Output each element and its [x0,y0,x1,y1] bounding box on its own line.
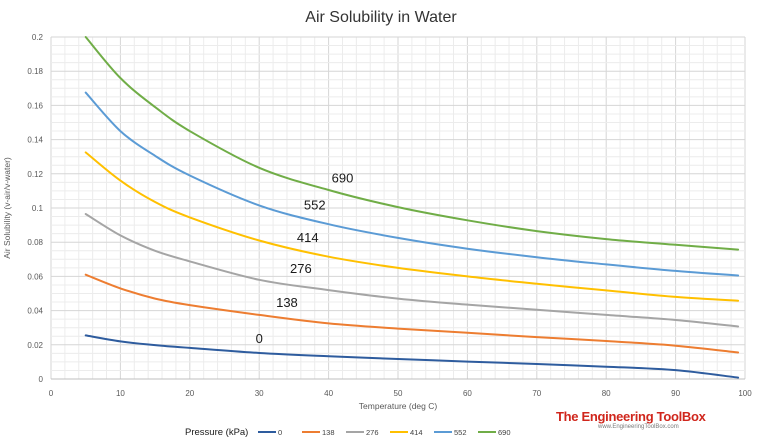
y-tick-label: 0.18 [27,67,43,76]
legend-label-0: 0 [278,428,282,437]
y-tick-labels: 0 0.02 0.04 0.06 0.08 0.1 0.12 0.14 0.16 0.18 0.2 [27,33,43,384]
series-label-138: 138 [276,295,298,310]
x-tick-label: 20 [185,389,194,398]
x-tick-label: 10 [116,389,125,398]
y-tick-label: 0.14 [27,136,43,145]
brand-url: www.EngineeringToolBox.com [598,424,679,430]
series-label-690: 690 [332,170,354,185]
series-lines [84,36,740,379]
y-tick-label: 0.2 [32,33,44,42]
x-axis-label: Temperature (deg C) [359,401,438,411]
x-tick-label: 30 [255,389,264,398]
legend-label-276: 276 [366,428,379,437]
y-tick-label: 0.16 [27,101,43,110]
x-tick-label: 90 [671,389,680,398]
series-line-690 [84,36,740,251]
x-tick-label: 50 [394,389,403,398]
series-label-552: 552 [304,198,326,213]
y-tick-label: 0.02 [27,341,43,350]
x-tick-label: 70 [532,389,541,398]
legend-label-552: 552 [454,428,467,437]
legend-title: Pressure (kPa) [185,427,248,438]
series-line-276 [84,213,740,328]
series-line-0 [84,334,740,379]
y-tick-label: 0.12 [27,170,43,179]
series-line-414 [84,151,740,302]
series-line-138 [84,273,740,354]
y-axis-label: Air Solubility (v-air/v-water) [2,157,12,259]
brand-logo-text: The Engineering ToolBox [556,409,706,424]
series-labels: 0 138 276 414 552 690 [256,170,354,346]
x-tick-label: 40 [324,389,333,398]
chart-title: Air Solubility in Water [305,9,457,26]
series-label-0: 0 [256,331,263,346]
legend-label-414: 414 [410,428,423,437]
x-tick-label: 100 [738,389,752,398]
x-tick-label: 80 [602,389,611,398]
y-tick-label: 0 [39,375,44,384]
y-tick-label: 0.1 [32,204,44,213]
legend-label-690: 690 [498,428,511,437]
y-tick-label: 0.06 [27,272,43,281]
series-label-414: 414 [297,230,319,245]
x-tick-label: 0 [49,389,54,398]
y-tick-label: 0.08 [27,238,43,247]
legend-label-138: 138 [322,428,335,437]
legend: 0 138 276 414 552 690 [258,428,511,437]
series-line-552 [84,91,740,277]
x-tick-labels: 0 10 20 30 40 50 60 70 80 90 100 [49,389,752,398]
x-tick-label: 60 [463,389,472,398]
y-tick-label: 0.04 [27,307,43,316]
series-label-276: 276 [290,261,312,276]
